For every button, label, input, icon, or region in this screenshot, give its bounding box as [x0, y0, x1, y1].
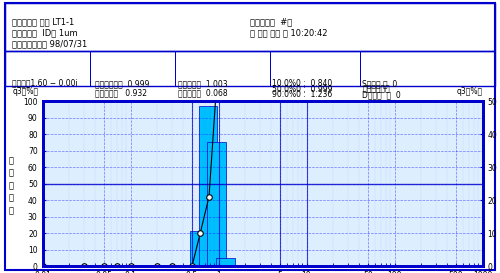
- Bar: [190, 232, 208, 266]
- Text: メディア径：  0.999: メディア径： 0.999: [95, 79, 150, 88]
- Text: 相
対
粒
子
量: 相 対 粒 子 量: [8, 156, 14, 215]
- Bar: [360, 51, 361, 86]
- Text: （測定年月日） 98/07/31: （測定年月日） 98/07/31: [12, 40, 88, 49]
- Text: モード径：   0.932: モード径： 0.932: [95, 89, 147, 98]
- Text: q3（%）: q3（%）: [12, 87, 38, 96]
- Bar: [90, 51, 91, 86]
- Bar: [5, 3, 495, 51]
- Text: 平均値　：  1.003: 平均値 ： 1.003: [178, 79, 227, 88]
- Bar: [207, 142, 226, 266]
- Bar: [270, 51, 271, 86]
- Text: （ファイル 名） LT1-1: （ファイル 名） LT1-1: [12, 18, 75, 27]
- Text: 標準偏差：  0.068: 標準偏差： 0.068: [178, 89, 227, 98]
- Text: 90.0%0 :  1.236: 90.0%0 : 1.236: [272, 90, 333, 99]
- Bar: [225, 265, 244, 266]
- Text: （サンプル  ID） 1um: （サンプル ID） 1um: [12, 29, 78, 38]
- Text: 50.0%0 :  0.999: 50.0%0 : 0.999: [272, 85, 333, 94]
- Text: q3（%）: q3（%）: [456, 87, 482, 96]
- Text: 10.0%0 :  0.840: 10.0%0 : 0.840: [272, 79, 333, 88]
- Text: 分布関数：無: 分布関数：無: [362, 85, 390, 94]
- Bar: [216, 258, 234, 266]
- Text: （ 測定 時間 ） 10:20:42: （ 測定 時間 ） 10:20:42: [250, 29, 328, 38]
- Bar: [198, 106, 217, 266]
- Text: （サンプル  #）: （サンプル #）: [250, 18, 292, 27]
- Bar: [5, 51, 495, 86]
- Text: 屈折率＝1.60 − 0.00i: 屈折率＝1.60 − 0.00i: [12, 79, 78, 88]
- Text: Sレベル ：  0: Sレベル ： 0: [362, 79, 398, 88]
- Text: Dシフト  ：  0: Dシフト ： 0: [362, 90, 401, 99]
- Bar: [175, 51, 176, 86]
